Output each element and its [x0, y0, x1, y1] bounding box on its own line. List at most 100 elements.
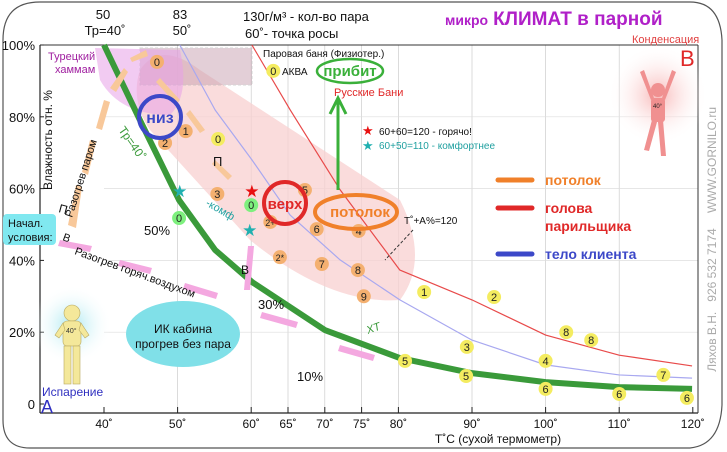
x-tick-label: 80˚ [390, 417, 407, 431]
y-tick-label: 20% [9, 325, 35, 340]
air-arrows [58, 240, 375, 361]
marker-yellow [584, 333, 599, 348]
potolok-label: потолок [330, 204, 390, 221]
website: WWW.GORNILO.ru [705, 107, 719, 213]
niz-label: низ [146, 110, 174, 127]
star-marker: ★ [172, 182, 187, 201]
hot-label: 60+60=120 - горячо! [379, 127, 472, 138]
legend: потолок голова парильщика тело клиента [495, 172, 637, 262]
marker-label: 0 [270, 66, 276, 78]
corner-a: A [41, 397, 53, 417]
hot-person-temp: 40° [653, 104, 663, 110]
marker-yellow [459, 368, 474, 383]
steam-heat-label: Разогрев паром [63, 138, 99, 219]
title-big: КЛИМАТ в парной [493, 9, 662, 30]
marker-green [244, 198, 259, 213]
marker-green [172, 211, 187, 226]
v-label-1: В [241, 263, 249, 277]
corner-b: B [680, 46, 695, 71]
x-tick-label: 70˚ [316, 417, 333, 431]
top-labels: 50 Тр=40˚ 83 50˚ 130г/м³ - кол-во пара 6… [85, 7, 370, 41]
marker-label: 2+ [265, 218, 275, 228]
verh-label: верх [268, 196, 303, 213]
marker-orange [297, 183, 312, 198]
marker-label: 5 [302, 185, 308, 197]
marker-label: 2 [162, 138, 168, 150]
author: Ляхов В.Н. 926 532 7174 [705, 228, 719, 372]
x-tick-label: 120˚ [681, 417, 705, 431]
y-tick-label: 80% [9, 110, 35, 125]
vapor-amount-label: 130г/м³ - кол-во пара [243, 9, 370, 24]
y-tick-label: 0 [28, 397, 35, 412]
marker-yellow [538, 381, 553, 396]
niz-circle [137, 94, 183, 140]
marker-label: 2 [491, 292, 497, 304]
initial-conditions-1: Начал. [8, 218, 43, 230]
steam-bath-label: Паровая баня (Физиотер.) [263, 48, 384, 60]
marker-label: 8 [563, 327, 569, 339]
cool-person-icon [54, 304, 90, 385]
condensation-label: Конденсация [632, 34, 699, 46]
dew-point-label: 60˚- точка росы [245, 26, 338, 41]
t-plus-a-label: Т˚+А%=120 [404, 215, 458, 227]
x-tick-label: 65˚ [279, 417, 296, 431]
v-label-2: В [61, 232, 72, 246]
steam-zone-band [136, 55, 415, 301]
x-tick-label: 75˚ [353, 417, 370, 431]
x-axis-label: Т˚С (сухой термометр) [435, 432, 561, 446]
marker-yellow [612, 386, 627, 401]
ticks: 40˚ 50˚ 60˚ 65˚ 70˚ 75˚ 80˚ 90˚ 100˚ 110˚ 120˚ 100%… [2, 38, 705, 431]
top-label-50deg: 50˚ [173, 23, 192, 38]
y-tick-label: 40% [9, 253, 35, 268]
comfort-label: 60+50=110 - комфортнее [379, 140, 495, 152]
marker-label: 7 [319, 259, 325, 271]
potolok-oval [313, 193, 399, 231]
legend-label: голова [545, 200, 593, 216]
x-tick-label: 110˚ [608, 417, 631, 431]
marker-orange [356, 289, 371, 304]
evaporation-label: Испарение [42, 385, 103, 399]
verh-circle [262, 180, 308, 226]
marker-label: 5 [402, 356, 408, 368]
x-tick-label: 100˚ [534, 417, 558, 431]
hammam-label-1: Турецкий [48, 51, 95, 63]
marker-label: 8 [355, 265, 361, 277]
title: микро КЛИМАТ в парной [445, 9, 663, 30]
marker-orange [309, 222, 324, 237]
top-label-83: 83 [173, 7, 187, 22]
pribit-arrowhead [328, 94, 348, 115]
marker-yellow [459, 339, 474, 354]
legend-label: парильщика [545, 218, 631, 234]
curves [101, 43, 693, 392]
marker-yellow [679, 390, 694, 405]
marker-orange [314, 256, 329, 271]
marker-yellow [538, 353, 553, 368]
x-tick-label: 60˚ [243, 417, 260, 431]
title-small: микро [445, 12, 488, 28]
marker-label: 6 [314, 224, 320, 236]
p-label-1: П [213, 154, 222, 169]
marker-yellow [487, 290, 502, 305]
marker-yellow [417, 284, 432, 299]
marker-orange [178, 124, 193, 139]
marker-label: 6 [616, 389, 622, 401]
iso-10: 10% [297, 369, 323, 384]
marker-yellow [398, 353, 413, 368]
marker-orange [350, 263, 365, 278]
ik-cabin [126, 301, 240, 367]
legend-label: потолок [545, 172, 602, 188]
marker-yellow [559, 325, 574, 340]
pribit-oval [315, 57, 385, 85]
marker-label: 8 [588, 335, 594, 347]
marker-yellow [266, 63, 281, 78]
top-label-50: 50 [96, 7, 110, 22]
marker-label: 2* [276, 253, 285, 263]
marker-label: 3 [214, 189, 220, 201]
legend-label: тело клиента [545, 246, 637, 262]
y-tick-label: 100% [2, 38, 36, 53]
star-marker: ★ [244, 182, 259, 201]
marker-label: 1 [183, 126, 189, 138]
cool-person-temp: 40° [66, 327, 77, 335]
